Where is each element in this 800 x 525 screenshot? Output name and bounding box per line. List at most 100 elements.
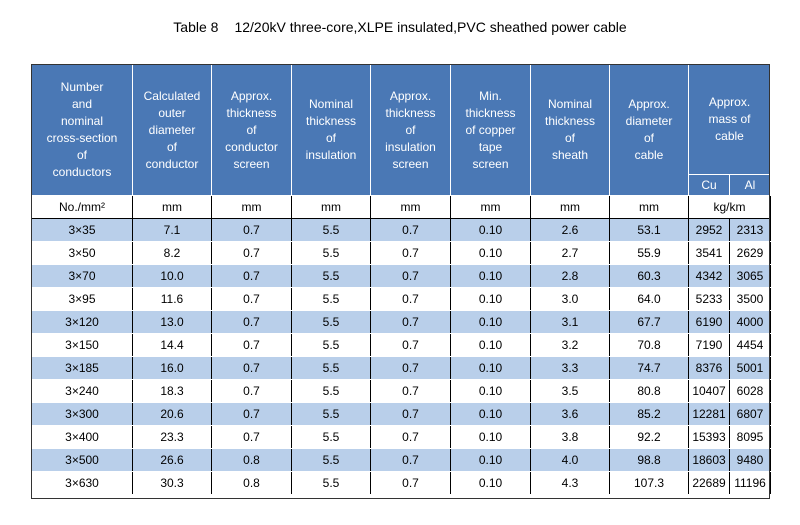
table-cell: 92.2 xyxy=(609,425,689,449)
table-number: Table 8 xyxy=(173,19,219,35)
table-cell: 3×500 xyxy=(31,448,133,472)
table-cell: 0.7 xyxy=(370,287,451,311)
unit-cell: mm xyxy=(370,195,451,219)
table-cell: 10407 xyxy=(688,379,730,403)
table-cell: 0.10 xyxy=(450,425,531,449)
table-cell: 3.1 xyxy=(530,310,610,334)
table-cell: 80.8 xyxy=(609,379,689,403)
table-cell: 0.7 xyxy=(211,264,292,288)
table-cell: 0.7 xyxy=(211,333,292,357)
table-row: 3×120 13.0 0.7 5.5 0.7 0.10 3.1 67.7 6190 4000 xyxy=(31,310,772,334)
table-cell: 0.7 xyxy=(370,402,451,426)
unit-cell: No./mm² xyxy=(31,195,133,219)
table-cell: 5.5 xyxy=(291,218,371,242)
table-cell: 30.3 xyxy=(132,471,212,495)
table-cell: 0.7 xyxy=(370,241,451,265)
table-cell: 0.8 xyxy=(211,448,292,472)
table-cell: 7190 xyxy=(688,333,730,357)
table-cell: 0.7 xyxy=(370,425,451,449)
header-cable-mass: Approx. mass of cable xyxy=(687,64,772,175)
table-cell: 14.4 xyxy=(132,333,212,357)
table-cell: 3.5 xyxy=(530,379,610,403)
table-row: 3×240 18.3 0.7 5.5 0.7 0.10 3.5 80.8 10407 6028 xyxy=(31,379,772,403)
table-cell: 0.7 xyxy=(211,241,292,265)
header-cross-section: Number and nominal cross-section of conductor… xyxy=(31,64,133,196)
table-cell: 3×70 xyxy=(31,264,133,288)
table-cell: 2.6 xyxy=(530,218,610,242)
table-cell: 0.8 xyxy=(211,471,292,495)
header-mass-cu: Cu xyxy=(688,174,730,196)
table-cell: 6807 xyxy=(728,402,772,426)
table-cell: 13.0 xyxy=(132,310,212,334)
table-cell: 3×630 xyxy=(31,471,133,495)
table-cell: 11196 xyxy=(728,471,772,495)
table-cell: 4000 xyxy=(728,310,772,334)
table-cell: 0.10 xyxy=(450,448,531,472)
table-row: 3×630 30.3 0.8 5.5 0.7 0.10 4.3 107.3 22689 11196 xyxy=(31,471,772,495)
unit-cell: mm xyxy=(211,195,292,219)
table-cell: 0.7 xyxy=(211,402,292,426)
table-cell: 0.10 xyxy=(450,310,531,334)
table-cell: 5.5 xyxy=(291,264,371,288)
table-cell: 0.7 xyxy=(370,310,451,334)
table-cell: 7.1 xyxy=(132,218,212,242)
table-cell: 85.2 xyxy=(609,402,689,426)
table-cell: 0.10 xyxy=(450,402,531,426)
table-row: 3×70 10.0 0.7 5.5 0.7 0.10 2.8 60.3 4342 3065 xyxy=(31,264,772,288)
table-cell: 0.7 xyxy=(211,356,292,380)
table-cell: 55.9 xyxy=(609,241,689,265)
table-cell: 107.3 xyxy=(609,471,689,495)
table-row: 3×300 20.6 0.7 5.5 0.7 0.10 3.6 85.2 12281 6807 xyxy=(31,402,772,426)
table-cell: 4.3 xyxy=(530,471,610,495)
table-row: 3×500 26.6 0.8 5.5 0.7 0.10 4.0 98.8 18603 9480 xyxy=(31,448,772,472)
header-insulation-thickness: Nominal thickness of insulation xyxy=(291,64,371,196)
table-cell: 60.3 xyxy=(609,264,689,288)
table-cell: 23.3 xyxy=(132,425,212,449)
table-cell: 10.0 xyxy=(132,264,212,288)
table-cell: 2313 xyxy=(728,218,772,242)
table-cell: 20.6 xyxy=(132,402,212,426)
unit-cell: mm xyxy=(132,195,212,219)
table-cell: 2.8 xyxy=(530,264,610,288)
unit-cell: mm xyxy=(291,195,371,219)
table-cell: 5.5 xyxy=(291,471,371,495)
unit-cell: mm xyxy=(450,195,531,219)
table-cell: 3.6 xyxy=(530,402,610,426)
table-cell: 11.6 xyxy=(132,287,212,311)
table-cell: 5001 xyxy=(728,356,772,380)
table-cell: 5233 xyxy=(688,287,730,311)
table-cell: 74.7 xyxy=(609,356,689,380)
table-cell: 0.7 xyxy=(370,379,451,403)
table-cell: 3×120 xyxy=(31,310,133,334)
table-cell: 98.8 xyxy=(609,448,689,472)
table-cell: 0.10 xyxy=(450,241,531,265)
table-cell: 0.7 xyxy=(370,218,451,242)
table-cell: 9480 xyxy=(728,448,772,472)
header-cable-diameter: Approx. diameter of cable xyxy=(609,64,689,196)
header-insulation-screen: Approx. thickness of insulation screen xyxy=(370,64,451,196)
table-row: 3×95 11.6 0.7 5.5 0.7 0.10 3.0 64.0 5233 3500 xyxy=(31,287,772,311)
table-cell: 3065 xyxy=(728,264,772,288)
table-row: 3×400 23.3 0.7 5.5 0.7 0.10 3.8 92.2 15393 8095 xyxy=(31,425,772,449)
table-cell: 6028 xyxy=(728,379,772,403)
table-cell: 18603 xyxy=(688,448,730,472)
table-row: 3×35 7.1 0.7 5.5 0.7 0.10 2.6 53.1 2952 2313 xyxy=(31,218,772,242)
table-cell: 5.5 xyxy=(291,402,371,426)
table-cell: 18.3 xyxy=(132,379,212,403)
table-cell: 3.3 xyxy=(530,356,610,380)
table-cell: 0.10 xyxy=(450,218,531,242)
table-title: Table 8 12/20kV three-core,XLPE insulated… xyxy=(0,19,800,35)
table-cell: 3.0 xyxy=(530,287,610,311)
table-cell: 70.8 xyxy=(609,333,689,357)
unit-cell: mm xyxy=(609,195,689,219)
table-cell: 3×50 xyxy=(31,241,133,265)
table-cell: 0.7 xyxy=(370,333,451,357)
header-row: Number and nominal cross-section of conductor… xyxy=(31,64,772,196)
unit-cell: kg/km xyxy=(687,195,772,219)
table-cell: 64.0 xyxy=(609,287,689,311)
table-cell: 8376 xyxy=(688,356,730,380)
table-cell: 0.10 xyxy=(450,356,531,380)
header-conductor-screen: Approx. thickness of conductor screen xyxy=(211,64,292,196)
table-cell: 4.0 xyxy=(530,448,610,472)
table-cell: 5.5 xyxy=(291,333,371,357)
